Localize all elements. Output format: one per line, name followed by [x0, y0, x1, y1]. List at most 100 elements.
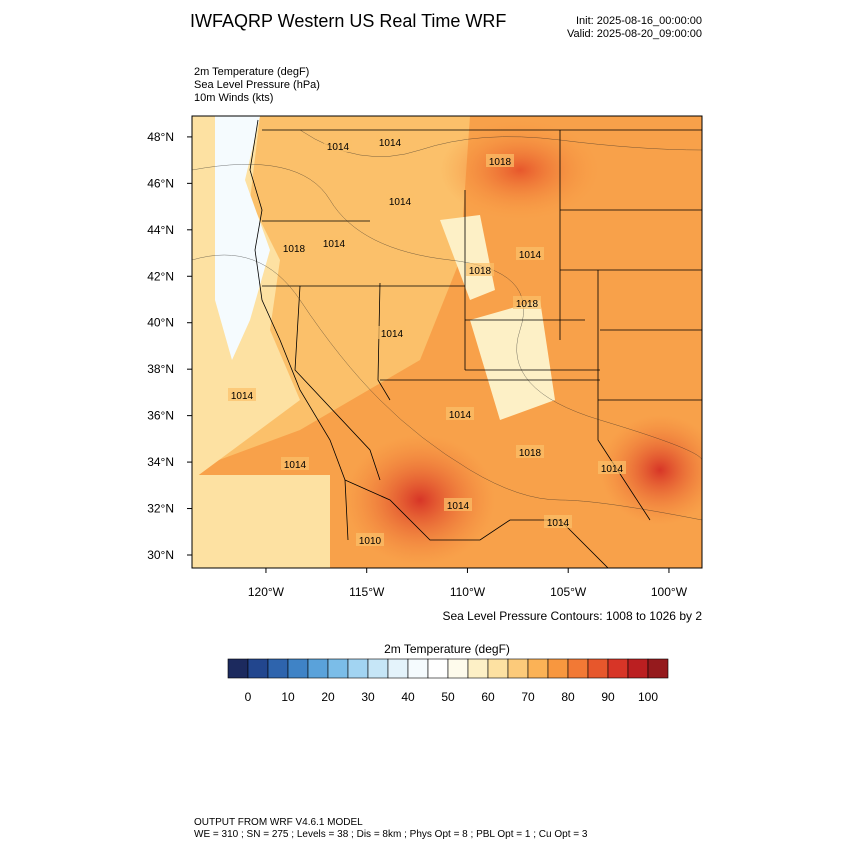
contour-label-box	[516, 247, 544, 260]
colorbar-swatch	[367, 658, 389, 679]
colorbar-tick-label: 20	[321, 690, 335, 704]
contour-label: 1018	[489, 157, 512, 168]
colorbar-swatch	[627, 658, 649, 679]
lat-tick-label: 34°N	[147, 455, 174, 469]
lon-tick-label: 115°W	[349, 585, 385, 599]
contour-label: 1014	[447, 501, 470, 512]
colorbar-swatch	[607, 658, 629, 679]
field-label: 2m Temperature (degF)	[194, 66, 309, 78]
colorbar-swatch	[307, 658, 329, 679]
colorbar-swatch	[467, 658, 489, 679]
contour-label-box	[320, 236, 348, 249]
colorbar-tick-label: 60	[481, 690, 495, 704]
colorbar-swatch	[287, 658, 309, 679]
lat-tick-label: 38°N	[147, 362, 174, 376]
colorbar-tick-label: 0	[245, 690, 252, 704]
contour-label-box	[446, 407, 474, 420]
contour-label: 1014	[389, 197, 412, 208]
footer-line: OUTPUT FROM WRF V4.6.1 MODEL	[194, 817, 363, 828]
colorbar-swatch	[567, 658, 589, 679]
contour-label-box	[486, 154, 514, 167]
lat-tick-label: 30°N	[147, 548, 174, 562]
colorbar-swatch	[587, 658, 609, 679]
contour-note: Sea Level Pressure Contours: 1008 to 102…	[443, 609, 703, 623]
contour-label-box	[356, 533, 384, 546]
lon-tick-label: 110°W	[450, 585, 486, 599]
contour-label-box	[466, 263, 494, 276]
colorbar-swatch	[507, 658, 529, 679]
contour-label: 1014	[381, 329, 404, 340]
contour-label-box	[544, 515, 572, 528]
colorbar-swatch	[407, 658, 429, 679]
contour-label-box	[378, 326, 406, 339]
colorbar-tick-label: 50	[441, 690, 455, 704]
contour-label-box	[513, 296, 541, 309]
contour-label: 1018	[516, 299, 539, 310]
contour-label: 1018	[283, 244, 306, 255]
colorbar-swatch	[427, 658, 449, 679]
contour-label: 1010	[359, 536, 382, 547]
lon-tick-label: 100°W	[651, 585, 688, 599]
colorbar-swatch	[527, 658, 549, 679]
lat-tick-label: 42°N	[147, 269, 174, 283]
colorbar-tick-label: 100	[638, 690, 658, 704]
footer-line: WE = 310 ; SN = 275 ; Levels = 38 ; Dis …	[194, 829, 588, 840]
contour-label-box	[376, 135, 404, 148]
colorbar-title: 2m Temperature (degF)	[384, 642, 510, 656]
colorbar-swatch	[447, 658, 469, 679]
boundaries	[249, 119, 702, 568]
field-label: 10m Winds (kts)	[194, 92, 273, 104]
warm-region	[600, 415, 702, 525]
colorbar-swatch	[247, 658, 269, 679]
cool-region	[215, 116, 270, 360]
contour-label-box	[598, 461, 626, 474]
field-label: Sea Level Pressure (hPa)	[194, 79, 320, 91]
colorbar-tick-label: 10	[281, 690, 295, 704]
contour-label-box	[444, 498, 472, 511]
contour-label-box	[386, 194, 414, 207]
warm-region	[345, 435, 495, 565]
colorbar-swatch	[647, 658, 669, 679]
lat-tick-label: 48°N	[147, 130, 174, 144]
colorbar-swatch	[387, 658, 409, 679]
colorbar-swatch	[327, 658, 349, 679]
warm-region	[440, 120, 600, 220]
init-time: Init: 2025-08-16_00:00:00	[576, 15, 702, 27]
contours	[192, 129, 702, 521]
contour-label: 1018	[469, 266, 492, 277]
lat-tick-label: 46°N	[147, 176, 174, 190]
colorbar-swatch	[227, 658, 249, 679]
title: IWFAQRP Western US Real Time WRF	[190, 11, 506, 31]
colorbar: 0 10 20 30 40 50 60 70 80 90 100	[227, 658, 669, 704]
lat-tick-label: 32°N	[147, 502, 174, 516]
lat-tick-label: 40°N	[147, 316, 174, 330]
ocean-field	[192, 475, 330, 568]
colorbar-tick-label: 90	[601, 690, 615, 704]
contour-label: 1014	[547, 518, 570, 529]
colorbar-tick-label: 80	[561, 690, 575, 704]
contour-label: 1014	[379, 138, 402, 149]
contour-label: 1014	[323, 239, 346, 250]
contour-label-box	[324, 139, 352, 152]
contour-label: 1018	[519, 448, 542, 459]
lat-tick-label: 44°N	[147, 223, 174, 237]
contour-labels: 1014 1014 1018 1014 1018 1014 1014 1018 1014 1018…	[228, 135, 626, 547]
colorbar-tick-label: 30	[361, 690, 375, 704]
colorbar-swatch	[547, 658, 569, 679]
contour-label: 1014	[449, 410, 472, 421]
contour-label: 1014	[231, 391, 254, 402]
lat-tick-label: 36°N	[147, 409, 174, 423]
contour-label: 1014	[284, 460, 307, 471]
contour-label-box	[516, 445, 544, 458]
colorbar-swatch	[347, 658, 369, 679]
valid-time: Valid: 2025-08-20_09:00:00	[567, 28, 702, 40]
contour-label: 1014	[601, 464, 624, 475]
contour-label: 1014	[519, 250, 542, 261]
contour-label: 1014	[327, 142, 350, 153]
contour-label-box	[228, 388, 256, 401]
colorbar-tick-label: 40	[401, 690, 415, 704]
map-ticks: 30°N 32°N 34°N 36°N 38°N 40°N 42°N 44°N 46°N 48°N…	[147, 130, 688, 599]
colorbar-swatch	[267, 658, 289, 679]
map-frame	[191, 115, 703, 569]
